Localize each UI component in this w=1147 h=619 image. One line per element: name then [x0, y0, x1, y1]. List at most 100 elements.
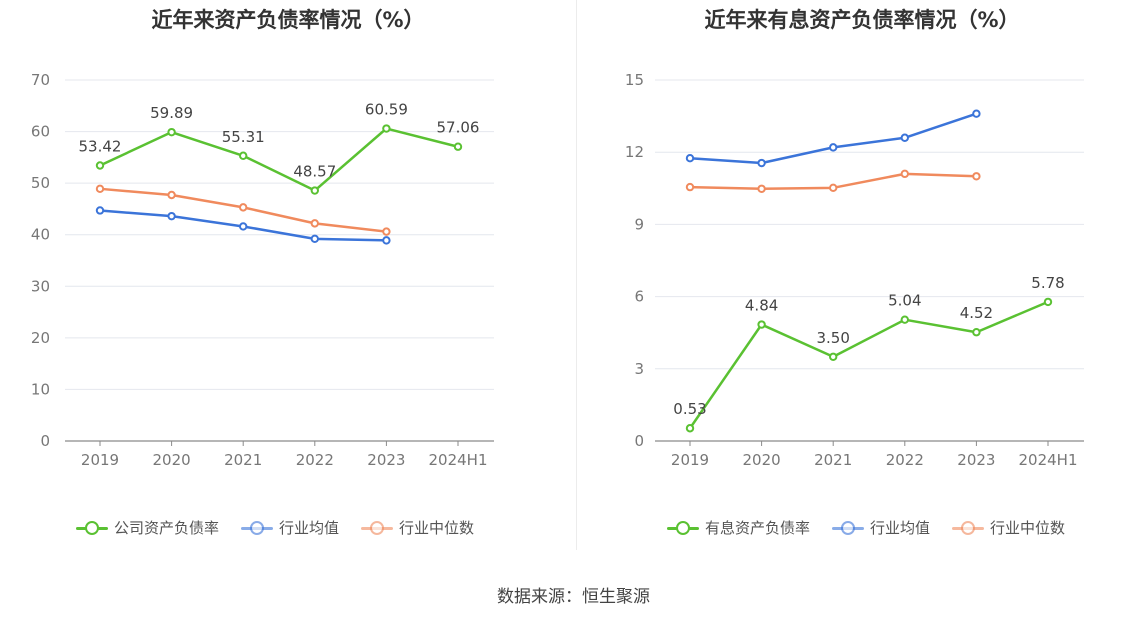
y-tick-label: 20: [31, 329, 50, 347]
y-tick-label: 70: [31, 71, 50, 89]
legend-label: 行业均值: [870, 519, 931, 537]
data-point[interactable]: [239, 203, 248, 212]
data-label: 59.89: [150, 104, 193, 122]
data-point[interactable]: [685, 154, 695, 163]
legend-line-marker-icon: [667, 520, 699, 535]
x-tick-label: 2022: [296, 451, 334, 469]
y-tick-label: 10: [31, 380, 50, 398]
data-point[interactable]: [95, 161, 105, 170]
y-tick-label: 0: [634, 432, 644, 450]
chart-panel-interest-debt-ratio: 近年来有息资产负债率情况（%） 0 3 6 9 12 15 2019 2020 2021 2022…: [577, 0, 1147, 550]
x-tick-label: 2021: [814, 451, 852, 469]
legend-line-marker-icon: [832, 520, 865, 535]
x-tick-label: 2020: [153, 451, 191, 469]
data-point[interactable]: [239, 222, 248, 231]
data-label: 4.84: [745, 297, 778, 315]
y-tick-label: 0: [40, 432, 50, 450]
chart-legend: 公司资产负债率 行业均值 行业中位数: [76, 517, 474, 538]
data-point[interactable]: [972, 172, 981, 181]
y-tick-label: 12: [625, 143, 644, 161]
data-label: 5.78: [1031, 274, 1064, 292]
legend-label: 有息资产负债率: [705, 519, 811, 537]
line-chart-debt-ratio: 0 10 20 30 40 50 60 70 2019 2020 2021 2022 2023 2024H…: [31, 71, 494, 469]
legend-item[interactable]: 行业均值: [241, 517, 339, 538]
legend-line-marker-icon: [76, 520, 108, 535]
series-line: [99, 127, 459, 192]
data-point[interactable]: [310, 186, 319, 195]
data-point[interactable]: [95, 206, 105, 215]
y-tick-label: 60: [31, 123, 50, 141]
x-tick-label: 2019: [671, 451, 709, 469]
x-tick-label: 2024H1: [1019, 451, 1078, 469]
chart-title: 近年来有息资产负债率情况（%）: [704, 8, 1020, 32]
data-point[interactable]: [757, 320, 766, 329]
chart-panel-debt-ratio: 近年来资产负债率情况（%） 0 10 20 30 40 50 60 70 2019 2020 202…: [0, 0, 576, 550]
data-label: 48.57: [293, 163, 336, 181]
panel-divider: [576, 0, 577, 550]
legend-label: 行业均值: [279, 519, 340, 537]
legend-label: 行业中位数: [399, 519, 475, 537]
data-point[interactable]: [310, 234, 319, 244]
line-chart-interest-debt-ratio: 0 3 6 9 12 15 2019 2020 2021 2022 2023 2024H1 0.53 4.…: [625, 71, 1084, 469]
legend-item[interactable]: 行业中位数: [952, 517, 1065, 538]
data-point[interactable]: [972, 328, 981, 337]
series-line: [689, 112, 977, 165]
series-line: [688, 300, 1049, 429]
chart-title: 近年来资产负债率情况（%）: [151, 8, 425, 32]
data-point[interactable]: [829, 143, 838, 152]
data-label: 4.52: [960, 304, 993, 322]
data-point[interactable]: [757, 158, 766, 168]
data-point[interactable]: [453, 142, 463, 151]
x-tick-label: 2020: [743, 451, 781, 469]
legend-label: 行业中位数: [990, 519, 1066, 537]
data-point[interactable]: [685, 182, 695, 192]
data-label: 3.50: [816, 329, 849, 347]
data-label: 53.42: [79, 138, 122, 156]
data-point[interactable]: [972, 109, 981, 118]
legend-line-marker-icon: [952, 520, 985, 535]
chart-legend: 有息资产负债率 行业均值 行业中位数: [667, 517, 1065, 538]
legend-line-marker-icon: [361, 520, 394, 535]
data-point[interactable]: [167, 211, 176, 221]
data-label: 57.06: [437, 119, 480, 137]
x-tick-label: 2023: [367, 451, 405, 469]
data-source-caption: 数据来源：恒生聚源: [497, 587, 650, 607]
data-label: 55.31: [222, 128, 265, 146]
y-tick-label: 30: [31, 277, 50, 295]
data-label: 0.53: [673, 400, 706, 418]
data-point[interactable]: [757, 184, 766, 193]
y-tick-label: 9: [634, 215, 644, 233]
data-label: 60.59: [365, 101, 408, 119]
data-point[interactable]: [167, 190, 176, 200]
data-point[interactable]: [829, 352, 838, 361]
y-tick-label: 40: [31, 226, 50, 244]
data-point[interactable]: [95, 184, 105, 194]
x-tick-label: 2022: [886, 451, 924, 469]
legend-item[interactable]: 公司资产负债率: [76, 517, 219, 538]
legend-item[interactable]: 行业均值: [832, 517, 930, 538]
data-label: 5.04: [888, 292, 921, 310]
data-point[interactable]: [1043, 297, 1053, 307]
legend-label: 公司资产负债率: [114, 519, 220, 537]
data-point[interactable]: [382, 236, 391, 245]
data-point[interactable]: [310, 219, 319, 228]
x-tick-label: 2024H1: [429, 451, 488, 469]
data-point[interactable]: [829, 183, 838, 193]
x-tick-label: 2021: [224, 451, 262, 469]
legend-item[interactable]: 行业中位数: [361, 517, 474, 538]
y-tick-label: 3: [634, 360, 644, 378]
legend-item[interactable]: 有息资产负债率: [667, 517, 810, 538]
data-point[interactable]: [239, 151, 248, 160]
x-tick-label: 2023: [957, 451, 995, 469]
y-tick-label: 15: [625, 71, 644, 89]
data-point[interactable]: [900, 315, 909, 324]
data-point[interactable]: [900, 133, 909, 142]
data-point[interactable]: [167, 127, 176, 137]
data-point[interactable]: [900, 169, 909, 179]
data-point[interactable]: [382, 124, 391, 133]
y-tick-label: 6: [634, 288, 644, 306]
data-point[interactable]: [685, 424, 695, 433]
legend-line-marker-icon: [241, 520, 274, 535]
data-point[interactable]: [382, 227, 391, 236]
y-tick-label: 50: [31, 174, 50, 192]
